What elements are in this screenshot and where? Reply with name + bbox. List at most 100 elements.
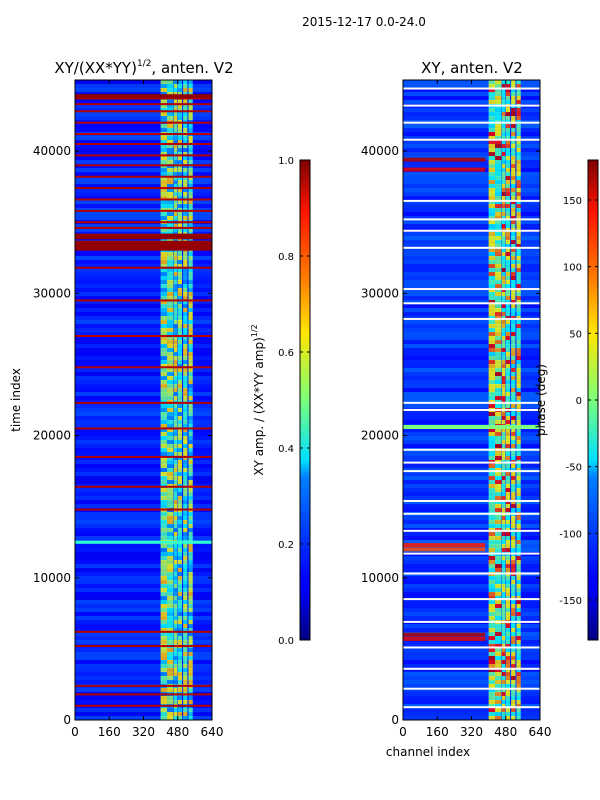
heatmap-cell [188, 412, 193, 417]
heatmap-cell [177, 416, 183, 421]
heatmap-cell [188, 476, 193, 481]
heatmap-cell [177, 308, 183, 313]
heatmap-cell [177, 524, 183, 529]
heatmap-cell [173, 216, 178, 221]
heatmap-cell [501, 128, 506, 133]
heatmap-cell [488, 464, 496, 469]
colorbar-tick-label: 0.4 [278, 444, 294, 455]
heatmap-row [75, 544, 212, 549]
heatmap-cell [167, 364, 174, 369]
heatmap-cell [167, 496, 174, 501]
heatmap-cell [495, 112, 502, 117]
heatmap-row [75, 524, 212, 529]
heatmap-cell [183, 448, 188, 453]
panel1-title: XY/(XX*YY)1/2, anten. V2 [54, 59, 233, 77]
heatmap-cell [488, 576, 496, 581]
heatmap-row [75, 136, 212, 141]
heatmap-cell [501, 164, 506, 169]
heatmap-cell [495, 708, 502, 713]
heatmap-cell [516, 148, 521, 153]
heatmap-row [403, 600, 540, 605]
heatmap-cell [177, 292, 183, 297]
heatmap-cell [511, 116, 516, 121]
heatmap-cell [177, 596, 183, 601]
heatmap-band [403, 425, 540, 430]
heatmap-cell [188, 352, 193, 357]
heatmap-cell [501, 340, 506, 345]
heatmap-cell [183, 596, 188, 601]
heatmap-cell [516, 684, 521, 689]
heatmap-cell [160, 464, 168, 469]
heatmap-row [403, 272, 540, 277]
heatmap-cell [177, 632, 183, 637]
heatmap-cell [501, 252, 506, 257]
heatmap-cell [501, 224, 506, 229]
heatmap-cell [160, 596, 168, 601]
heatmap-row [403, 428, 540, 433]
heatmap-row [403, 376, 540, 381]
heatmap-cell [488, 204, 496, 209]
heatmap-cell [501, 312, 506, 317]
heatmap-cell [183, 420, 188, 425]
heatmap-cell [183, 148, 188, 153]
heatmap-cell [188, 104, 193, 109]
heatmap-cell [495, 636, 502, 641]
heatmap-row [75, 556, 212, 561]
heatmap-cell [167, 80, 174, 85]
heatmap-band [75, 540, 212, 544]
heatmap-cell [516, 520, 521, 525]
heatmap-cell [511, 188, 516, 193]
heatmap-cell [183, 432, 188, 437]
heatmap-gap [403, 104, 540, 107]
heatmap-cell [495, 680, 502, 685]
heatmap-cell [495, 116, 502, 121]
panel-phase: XY, anten. V2 0 160 320 480 6400100002000030… [361, 59, 552, 759]
heatmap-cell [160, 384, 168, 389]
heatmap-cell [173, 136, 178, 141]
heatmap-cell [488, 324, 496, 329]
heatmap-cell [516, 196, 521, 201]
heatmap-cell [183, 620, 188, 625]
heatmap-cell [516, 600, 521, 605]
heatmap-cell [167, 668, 174, 673]
heatmap-cell [173, 716, 178, 720]
heatmap-row [75, 464, 212, 469]
heatmap-cell [167, 360, 174, 365]
heatmap-cell [495, 352, 502, 357]
heatmap-cell [173, 344, 178, 349]
heatmap-cell [173, 460, 178, 465]
heatmap-cell [183, 468, 188, 473]
heatmap-cell [495, 164, 502, 169]
heatmap-cell [173, 452, 178, 457]
heatmap-cell [160, 504, 168, 509]
y-tick-label: 0 [63, 713, 71, 727]
heatmap-cell [173, 296, 178, 301]
heatmap-cell [188, 180, 193, 185]
heatmap-band [75, 266, 212, 269]
heatmap-cell [495, 84, 502, 89]
heatmap-cell [501, 452, 506, 457]
heatmap-cell [173, 292, 178, 297]
heatmap-cell [183, 636, 188, 641]
heatmap-cell [516, 536, 521, 541]
heatmap-row [75, 108, 212, 113]
heatmap-cell [516, 420, 521, 425]
heatmap-row [75, 332, 212, 337]
heatmap-cell [173, 192, 178, 197]
heatmap-row [75, 564, 212, 569]
heatmap-cell [511, 212, 516, 217]
heatmap-cell [183, 552, 188, 557]
heatmap-cell [511, 272, 516, 277]
heatmap-cell [495, 88, 502, 93]
heatmap-cell [188, 216, 193, 221]
heatmap-cell [183, 392, 188, 397]
heatmap-row [403, 484, 540, 489]
heatmap-cell [505, 180, 511, 185]
heatmap-cell [167, 556, 174, 561]
heatmap-cell [501, 564, 506, 569]
heatmap-cell [173, 396, 178, 401]
heatmap-cell [488, 328, 496, 333]
heatmap-cell [167, 292, 174, 297]
heatmap-cell [173, 228, 178, 233]
heatmap-cell [173, 500, 178, 505]
